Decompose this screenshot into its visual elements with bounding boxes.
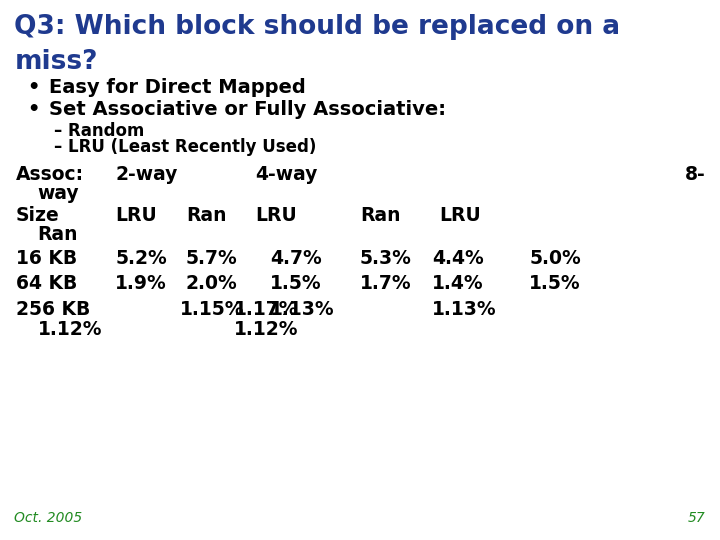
Text: 1.5%: 1.5% <box>529 274 581 293</box>
Text: Oct. 2005: Oct. 2005 <box>14 511 83 525</box>
Text: Q3: Which block should be replaced on a: Q3: Which block should be replaced on a <box>14 14 621 39</box>
Text: way: way <box>37 184 79 202</box>
Text: 5.3%: 5.3% <box>360 249 412 268</box>
Text: 1.12%: 1.12% <box>37 320 102 339</box>
Text: LRU: LRU <box>439 206 481 225</box>
Text: 1.13%: 1.13% <box>270 300 335 319</box>
Text: miss?: miss? <box>14 49 98 75</box>
Text: – Random: – Random <box>54 122 145 139</box>
Text: Easy for Direct Mapped: Easy for Direct Mapped <box>49 78 306 97</box>
Text: 1.13%: 1.13% <box>432 300 497 319</box>
Text: Ran: Ran <box>360 206 400 225</box>
Text: Set Associative or Fully Associative:: Set Associative or Fully Associative: <box>49 100 446 119</box>
Text: 4-way: 4-way <box>256 165 318 184</box>
Text: 64 KB: 64 KB <box>16 274 77 293</box>
Text: Ran: Ran <box>37 225 78 244</box>
Text: Assoc:: Assoc: <box>16 165 84 184</box>
Text: 5.7%: 5.7% <box>186 249 238 268</box>
Text: 1.9%: 1.9% <box>115 274 167 293</box>
Text: 1.7%: 1.7% <box>360 274 412 293</box>
Text: 1.4%: 1.4% <box>432 274 484 293</box>
Text: 4.4%: 4.4% <box>432 249 484 268</box>
Text: 16 KB: 16 KB <box>16 249 77 268</box>
Text: 1.17%: 1.17% <box>234 300 299 319</box>
Text: LRU: LRU <box>115 206 157 225</box>
Text: LRU: LRU <box>256 206 297 225</box>
Text: Size: Size <box>16 206 60 225</box>
Text: •: • <box>27 78 40 97</box>
Text: – LRU (Least Recently Used): – LRU (Least Recently Used) <box>54 138 316 156</box>
Text: 1.5%: 1.5% <box>270 274 322 293</box>
Text: 2.0%: 2.0% <box>186 274 238 293</box>
Text: 1.12%: 1.12% <box>234 320 299 339</box>
Text: Ran: Ran <box>186 206 226 225</box>
Text: 4.7%: 4.7% <box>270 249 322 268</box>
Text: 256 KB: 256 KB <box>16 300 90 319</box>
Text: •: • <box>27 100 40 119</box>
Text: 5.0%: 5.0% <box>529 249 581 268</box>
Text: 5.2%: 5.2% <box>115 249 167 268</box>
Text: 2-way: 2-way <box>115 165 178 184</box>
Text: 57: 57 <box>688 511 706 525</box>
Text: 1.15%: 1.15% <box>180 300 245 319</box>
Text: 8-: 8- <box>685 165 706 184</box>
